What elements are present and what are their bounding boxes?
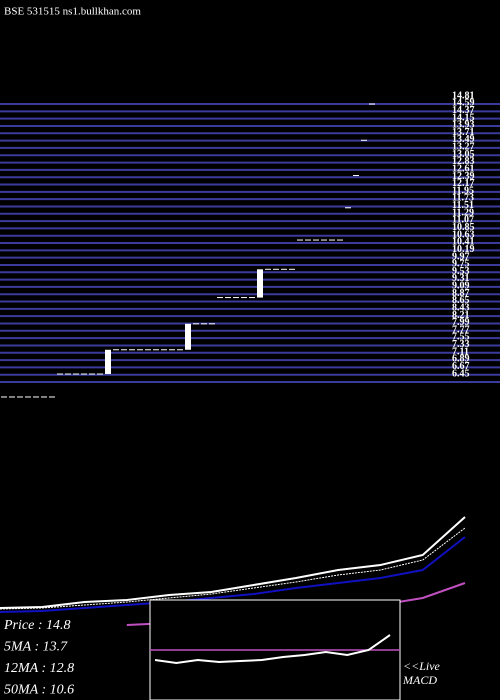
y-tick-label: 8.43 bbox=[452, 302, 470, 313]
y-tick-label: 10.41 bbox=[452, 237, 475, 248]
y-tick-label: 12.17 bbox=[452, 178, 475, 189]
y-tick-label: 9.09 bbox=[452, 281, 470, 292]
candle bbox=[105, 349, 111, 375]
y-tick-label: 13.05 bbox=[452, 149, 475, 160]
series-line bbox=[0, 527, 466, 610]
legend-entry: 12MA : 12.8 bbox=[4, 661, 74, 676]
y-tick-label: 14.59 bbox=[452, 98, 475, 109]
series-line bbox=[154, 634, 391, 665]
y-tick-label: 12.61 bbox=[452, 163, 475, 174]
y-tick-label: 13.71 bbox=[452, 127, 475, 138]
y-tick-label: 7.77 bbox=[452, 324, 470, 335]
annotation: MACD bbox=[402, 673, 437, 687]
y-tick-label: 6.89 bbox=[452, 354, 470, 365]
y-tick-label: 7.55 bbox=[452, 332, 470, 343]
y-tick-label: 13.27 bbox=[452, 142, 475, 153]
y-tick-label: 8.65 bbox=[452, 295, 470, 306]
y-tick-label: 9.97 bbox=[452, 251, 470, 262]
y-tick-label: 13.49 bbox=[452, 134, 475, 145]
y-tick-label: 8.87 bbox=[452, 288, 470, 299]
y-tick-label: 11.95 bbox=[452, 185, 474, 196]
y-tick-label: 10.85 bbox=[452, 222, 475, 233]
y-tick-label: 6.45 bbox=[452, 368, 470, 379]
legend-entry: Price : 14.8 bbox=[3, 618, 70, 633]
legend-entry: 50MA : 10.6 bbox=[4, 683, 74, 698]
y-tick-label: 9.53 bbox=[452, 266, 470, 277]
chart-title: BSE 531515 ns1.bullkhan.com bbox=[4, 6, 141, 18]
annotation: <<Live bbox=[403, 659, 441, 673]
y-tick-label: 11.51 bbox=[452, 200, 474, 211]
candle bbox=[257, 269, 263, 298]
candle bbox=[185, 323, 191, 350]
y-tick-label: 9.31 bbox=[452, 273, 470, 284]
y-tick-label: 11.29 bbox=[452, 207, 474, 218]
y-tick-label: 12.83 bbox=[452, 156, 475, 167]
y-tick-label: 11.73 bbox=[452, 193, 474, 204]
y-tick-label: 6.67 bbox=[452, 361, 470, 372]
y-tick-label: 13.93 bbox=[452, 120, 475, 131]
series-line bbox=[0, 536, 466, 613]
y-tick-label: 11.07 bbox=[452, 215, 474, 226]
y-tick-label: 7.11 bbox=[452, 346, 469, 357]
y-tick-label: 14.81 bbox=[452, 90, 475, 101]
y-tick-label: 10.19 bbox=[452, 244, 475, 255]
y-tick-label: 14.15 bbox=[452, 112, 475, 123]
y-tick-label: 7.33 bbox=[452, 339, 470, 350]
y-tick-label: 9.75 bbox=[452, 259, 470, 270]
y-tick-label: 10.63 bbox=[452, 229, 475, 240]
y-tick-label: 7.99 bbox=[452, 317, 470, 328]
series-line bbox=[0, 516, 466, 609]
y-tick-label: 12.39 bbox=[452, 171, 475, 182]
y-tick-label: 14.37 bbox=[452, 105, 475, 116]
legend-entry: 5MA : 13.7 bbox=[4, 640, 68, 655]
y-tick-label: 8.21 bbox=[452, 310, 470, 321]
